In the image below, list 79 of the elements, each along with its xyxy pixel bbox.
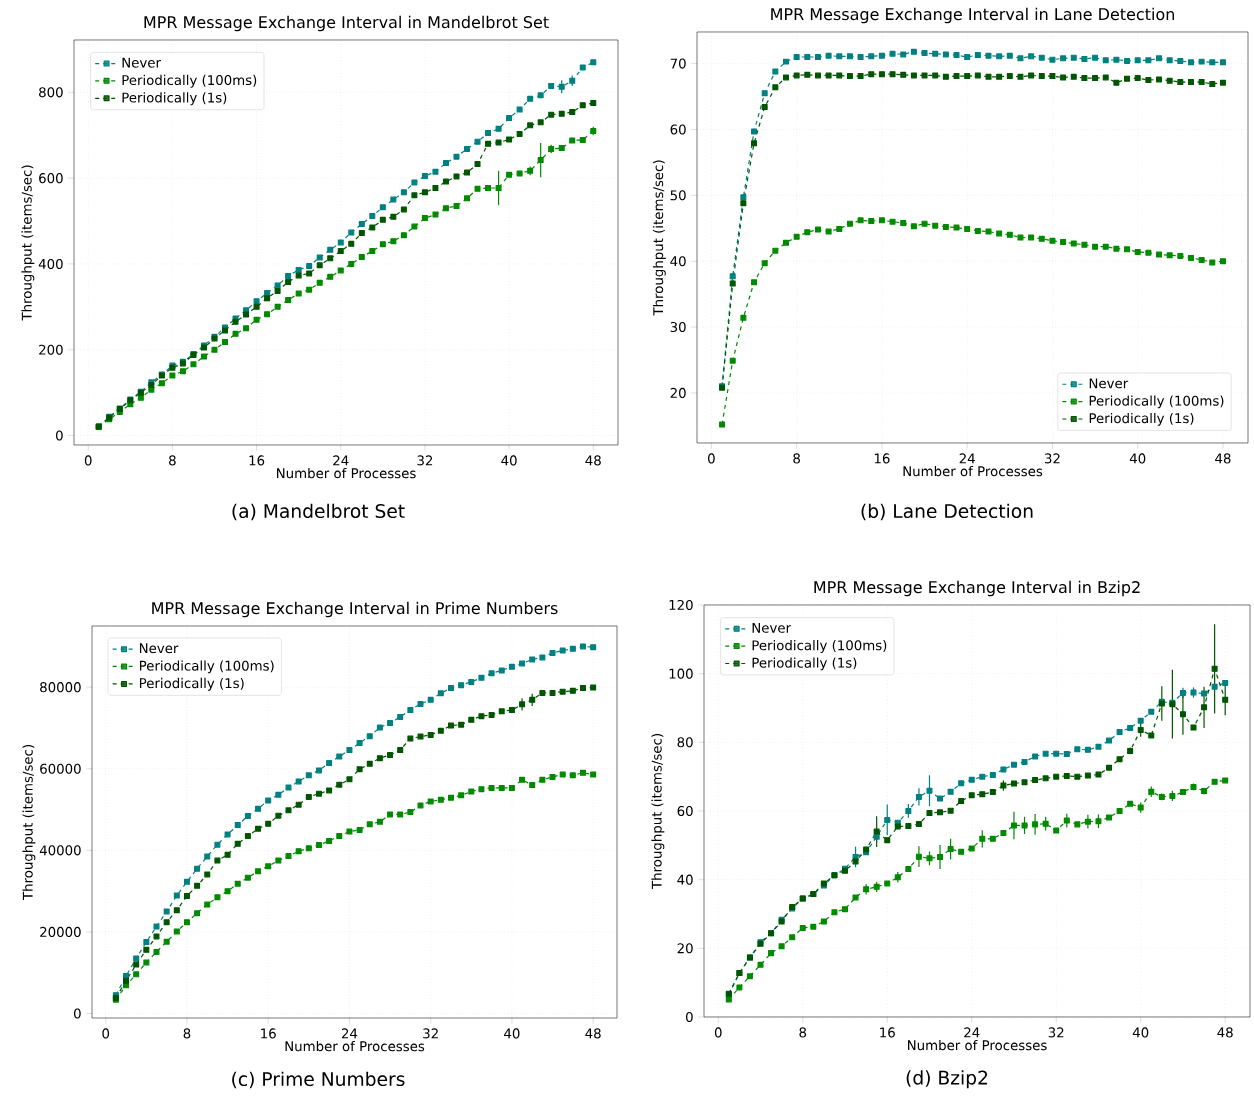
- y-tick-label: 80000: [40, 682, 81, 693]
- x-tick-label: 48: [585, 1028, 601, 1039]
- x-axis-title: Number of Processes: [277, 467, 416, 479]
- chart-title: MPR Message Exchange Interval in Bzip2: [814, 580, 1140, 597]
- y-tick-label: 20000: [40, 926, 81, 937]
- legend-label: Periodically (1s): [1089, 412, 1194, 426]
- text: (d) Bzip2: [906, 1070, 988, 1089]
- y-tick-label: 40: [670, 256, 686, 267]
- x-tick-label: 16: [249, 455, 265, 466]
- x-tick-label: 40: [501, 455, 517, 466]
- legend-label: Periodically (1s): [752, 657, 857, 671]
- y-tick-label: 120: [669, 599, 693, 611]
- x-tick-label: 8: [799, 1027, 807, 1038]
- y-tick-label: 0: [686, 1011, 693, 1023]
- x-tick-label: 32: [417, 455, 433, 466]
- y-tick-label: 20: [670, 387, 686, 398]
- legend-label: Never: [1089, 378, 1129, 389]
- x-tick-label: 24: [333, 455, 349, 466]
- y-tick-label: 200: [39, 344, 63, 355]
- x-axis-title: Number of Processes: [903, 465, 1043, 477]
- text: (a) Mandelbrot Set: [232, 503, 405, 521]
- x-tick-label: 48: [585, 455, 601, 466]
- legend-label: Never: [122, 57, 161, 68]
- x-tick-label: 16: [880, 1027, 895, 1038]
- x-tick-label: 48: [1217, 1027, 1233, 1038]
- chart-title: MPR Message Exchange Interval in Prime Numbers: [152, 601, 558, 618]
- y-axis-title: Throughput (items/sec): [651, 734, 665, 890]
- y-tick-label: 80: [677, 737, 693, 748]
- y-axis-title: Throughput (items/sec): [21, 165, 35, 321]
- y-tick-label: 40000: [39, 845, 81, 856]
- y-tick-label: 20: [677, 943, 693, 954]
- x-tick-label: 32: [423, 1028, 438, 1039]
- y-tick-label: 600: [39, 173, 63, 184]
- x-tick-label: 48: [1215, 453, 1231, 464]
- y-tick-label: 400: [38, 258, 63, 269]
- x-tick-label: 40: [1132, 1027, 1149, 1038]
- x-tick-label: 40: [1129, 453, 1146, 464]
- y-tick-label: 40: [677, 874, 693, 885]
- y-axis-title: Throughput (items/sec): [652, 160, 666, 316]
- x-tick-label: 0: [708, 453, 715, 464]
- x-tick-label: 0: [102, 1028, 110, 1039]
- legend-label: Periodically (100ms): [1089, 395, 1224, 409]
- legend-label: Periodically (100ms): [139, 660, 274, 674]
- y-tick-label: 70: [670, 58, 686, 69]
- chart-title: MPR Message Exchange Interval in Lane Detection: [771, 7, 1175, 24]
- x-axis-title: Number of Processes: [285, 1040, 425, 1052]
- x-tick-label: 24: [341, 1028, 358, 1039]
- legend-label: Never: [139, 643, 179, 654]
- x-tick-label: 8: [183, 1028, 191, 1039]
- legend-label: Periodically (1s): [122, 92, 227, 106]
- x-tick-label: 32: [1048, 1027, 1064, 1038]
- y-tick-label: 0: [56, 430, 63, 441]
- y-axis-title: Throughput (items/sec): [22, 745, 36, 901]
- y-tick-label: 60000: [40, 763, 81, 774]
- x-tick-label: 0: [84, 455, 92, 466]
- legend-label: Periodically (100ms): [122, 74, 257, 88]
- legend-label: Never: [752, 622, 792, 633]
- y-tick-label: 50: [670, 190, 686, 201]
- y-tick-label: 0: [74, 1008, 81, 1019]
- y-tick-label: 100: [669, 668, 693, 679]
- x-tick-label: 8: [793, 453, 800, 464]
- x-tick-label: 32: [1044, 453, 1060, 464]
- x-tick-label: 24: [964, 1027, 980, 1038]
- y-tick-label: 30: [670, 322, 686, 333]
- text: (c) Prime Numbers: [232, 1071, 405, 1089]
- chart-title: MPR Message Exchange Interval in Mandelbrot Set: [144, 15, 549, 32]
- x-tick-label: 0: [714, 1027, 722, 1038]
- x-tick-label: 16: [261, 1028, 276, 1039]
- x-tick-label: 8: [169, 455, 176, 466]
- text: (b) Lane Detection: [861, 503, 1033, 521]
- x-axis-title: Number of Processes: [908, 1039, 1047, 1051]
- y-tick-label: 60: [670, 124, 686, 135]
- y-tick-label: 800: [39, 87, 63, 98]
- legend-label: Periodically (1s): [139, 677, 244, 691]
- legend-label: Periodically (100ms): [752, 639, 887, 653]
- x-tick-label: 24: [959, 453, 975, 464]
- x-tick-label: 16: [874, 453, 890, 464]
- y-tick-label: 60: [677, 805, 693, 817]
- x-tick-label: 40: [504, 1028, 520, 1039]
